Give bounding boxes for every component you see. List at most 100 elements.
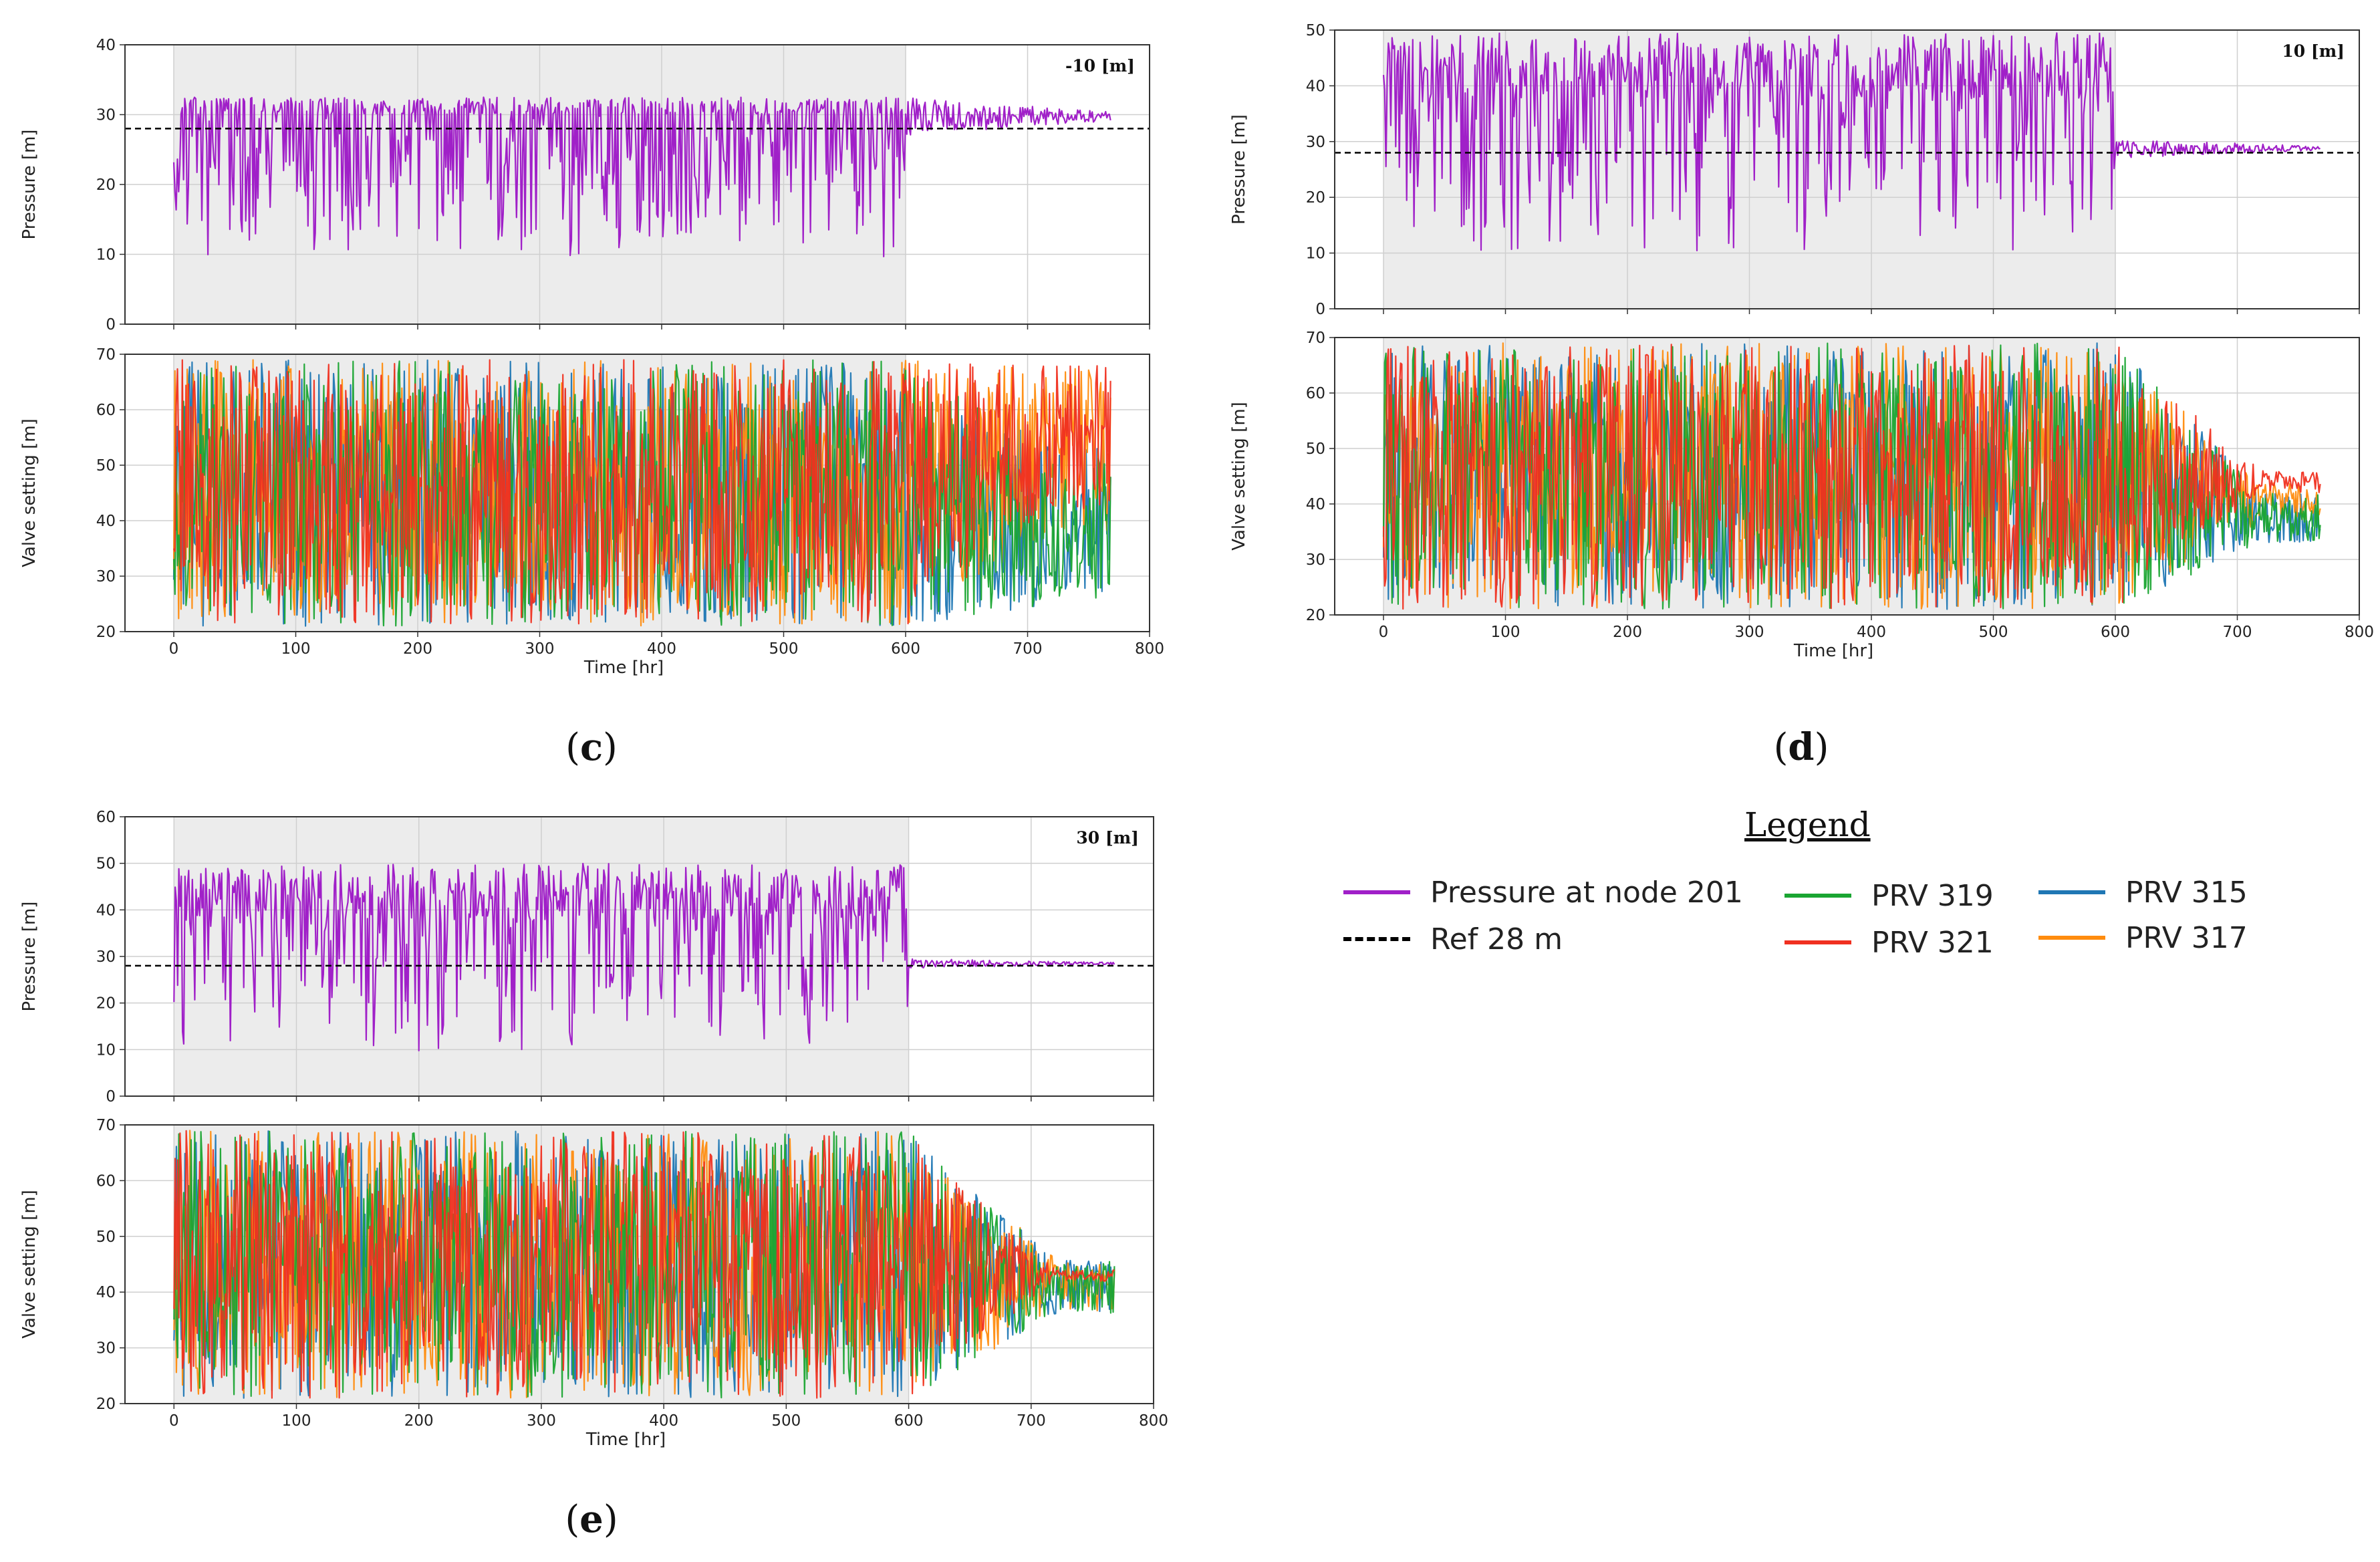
- valve-d-series-prv321: [1382, 344, 2321, 610]
- legend-swatch-pressure: [1343, 890, 1410, 894]
- legend: Legend Pressure at node 201 Ref 28 m PRV…: [1330, 805, 2292, 979]
- pressure-c-ytick-label-3: 30: [96, 107, 116, 124]
- panel-caption-c: (c): [565, 725, 618, 769]
- valve-c-xtick-label-8: 800: [1135, 640, 1164, 658]
- pressure-d-frame: [1334, 29, 2360, 309]
- pressure-e-tag: 30 [m]: [1076, 828, 1139, 848]
- valve-d-series-prv315: [1382, 342, 2321, 610]
- valve-c-xtick-label-7: 700: [1013, 640, 1043, 658]
- legend-title: Legend: [1744, 805, 1871, 844]
- valve-d-series-prv319: [1382, 342, 2321, 610]
- valve-e-series-prv321: [173, 1130, 1115, 1399]
- valve-d-ytick-label-1: 30: [1306, 551, 1325, 569]
- valve-c-frame: [124, 354, 1150, 632]
- valve-d-xtick-label-5: 500: [1979, 624, 2008, 641]
- valve-c-xtick-label-3: 300: [525, 640, 555, 658]
- valve-d-xtick-label-6: 600: [2101, 624, 2130, 641]
- pressure-c-tag: -10 [m]: [1065, 56, 1135, 76]
- panel-caption-d: (d): [1773, 725, 1829, 769]
- pressure-c-ytick-label-2: 20: [96, 176, 116, 194]
- valve-c-xlabel: Time [hr]: [583, 658, 664, 678]
- valve-d-xtick-label-2: 200: [1613, 624, 1642, 641]
- valve-d-xlabel: Time [hr]: [1793, 641, 1873, 661]
- legend-label-prv315: PRV 315: [2125, 875, 2248, 910]
- pressure-d-series-pressure-node-201: [1382, 32, 2321, 251]
- valve-d-ytick-label-5: 70: [1306, 330, 1325, 347]
- valve-e-xlabel: Time [hr]: [585, 1430, 666, 1450]
- valve-d-xtick-label-8: 800: [2345, 624, 2374, 641]
- valve-e-xtick-label-1: 100: [282, 1412, 311, 1430]
- legend-entry-ref: Ref 28 m: [1343, 919, 1563, 959]
- valve-c-ytick-label-1: 30: [96, 568, 116, 585]
- valve-e-xtick-label-2: 200: [404, 1412, 434, 1430]
- pressure-d-ytick-label-2: 20: [1306, 189, 1325, 207]
- valve-c-ylabel: Valve setting [m]: [19, 418, 39, 567]
- valve-c-ytick-label-0: 20: [96, 624, 116, 641]
- pressure-d-ylabel: Pressure [m]: [1229, 114, 1249, 225]
- valve-e-xtick-label-6: 600: [894, 1412, 924, 1430]
- valve-c-ytick-label-2: 40: [96, 513, 116, 530]
- legend-label-pressure: Pressure at node 201: [1430, 875, 1743, 910]
- valve-c-xtick-label-4: 400: [647, 640, 676, 658]
- pressure-e-ylabel: Pressure [m]: [19, 902, 39, 1012]
- legend-entry-prv319: PRV 319: [1784, 876, 1994, 916]
- legend-entry-prv321: PRV 321: [1784, 922, 1994, 962]
- valve-e-ytick-label-4: 60: [96, 1172, 116, 1190]
- legend-label-prv321: PRV 321: [1871, 925, 1994, 960]
- pressure-c-ytick-label-0: 0: [106, 316, 116, 334]
- legend-label-ref: Ref 28 m: [1430, 922, 1563, 956]
- pressure-c-ylabel: Pressure [m]: [19, 130, 39, 240]
- pressure-e-ytick-label-2: 20: [96, 995, 116, 1013]
- valve-d-ytick-label-3: 50: [1306, 440, 1325, 458]
- legend-entry-pressure: Pressure at node 201: [1343, 872, 1743, 912]
- valve-d-frame: [1334, 337, 2360, 616]
- valve-e-xtick-label-5: 500: [771, 1412, 801, 1430]
- valve-c-xtick-label-5: 500: [769, 640, 799, 658]
- valve-c-ytick-label-3: 50: [96, 457, 116, 475]
- valve-d-xtick-label-3: 300: [1735, 624, 1764, 641]
- valve-d-ylabel: Valve setting [m]: [1229, 402, 1249, 551]
- valve-e-xtick-label-0: 0: [169, 1412, 179, 1430]
- pressure-d-ytick-label-4: 40: [1306, 78, 1325, 95]
- valve-e-xtick-label-4: 400: [649, 1412, 678, 1430]
- valve-e-ylabel: Valve setting [m]: [19, 1190, 39, 1339]
- legend-entry-prv317: PRV 317: [2038, 918, 2248, 958]
- legend-swatch-prv317: [2038, 936, 2105, 940]
- valve-d-ytick-label-2: 40: [1306, 496, 1325, 513]
- pressure-e-ytick-label-6: 60: [96, 809, 116, 826]
- valve-c-ytick-label-5: 70: [96, 346, 116, 364]
- pressure-e-frame: [124, 816, 1154, 1097]
- valve-e-xtick-label-3: 300: [527, 1412, 556, 1430]
- valve-c-xtick-label-1: 100: [281, 640, 311, 658]
- legend-entry-prv315: PRV 315: [2038, 872, 2248, 912]
- legend-label-prv317: PRV 317: [2125, 920, 2248, 955]
- valve-d-series-prv317: [1382, 342, 2321, 610]
- pressure-c-ytick-label-4: 40: [96, 37, 116, 54]
- pressure-d-ytick-label-3: 30: [1306, 134, 1325, 151]
- pressure-e-ytick-label-3: 30: [96, 948, 116, 966]
- legend-swatch-prv321: [1784, 940, 1851, 944]
- legend-swatch-ref: [1343, 937, 1410, 941]
- pressure-c-series-pressure-node-201: [172, 96, 1111, 257]
- valve-e-ytick-label-3: 50: [96, 1228, 116, 1246]
- valve-e-frame: [124, 1124, 1154, 1404]
- pressure-d-ytick-label-0: 0: [1315, 301, 1325, 318]
- pressure-e-ytick-label-1: 10: [96, 1041, 116, 1059]
- valve-e-xtick-label-8: 800: [1139, 1412, 1168, 1430]
- valve-c-xtick-label-2: 200: [403, 640, 432, 658]
- pressure-e-ytick-label-0: 0: [106, 1088, 116, 1105]
- pressure-d-ytick-label-1: 10: [1306, 245, 1325, 263]
- valve-d-ytick-label-0: 20: [1306, 607, 1325, 624]
- valve-e-ytick-label-5: 70: [96, 1117, 116, 1134]
- legend-swatch-prv319: [1784, 894, 1851, 898]
- valve-c-xtick-label-6: 600: [891, 640, 920, 658]
- pressure-e-ytick-label-5: 50: [96, 856, 116, 873]
- valve-e-ytick-label-0: 20: [96, 1396, 116, 1413]
- valve-d-xtick-label-4: 400: [1857, 624, 1886, 641]
